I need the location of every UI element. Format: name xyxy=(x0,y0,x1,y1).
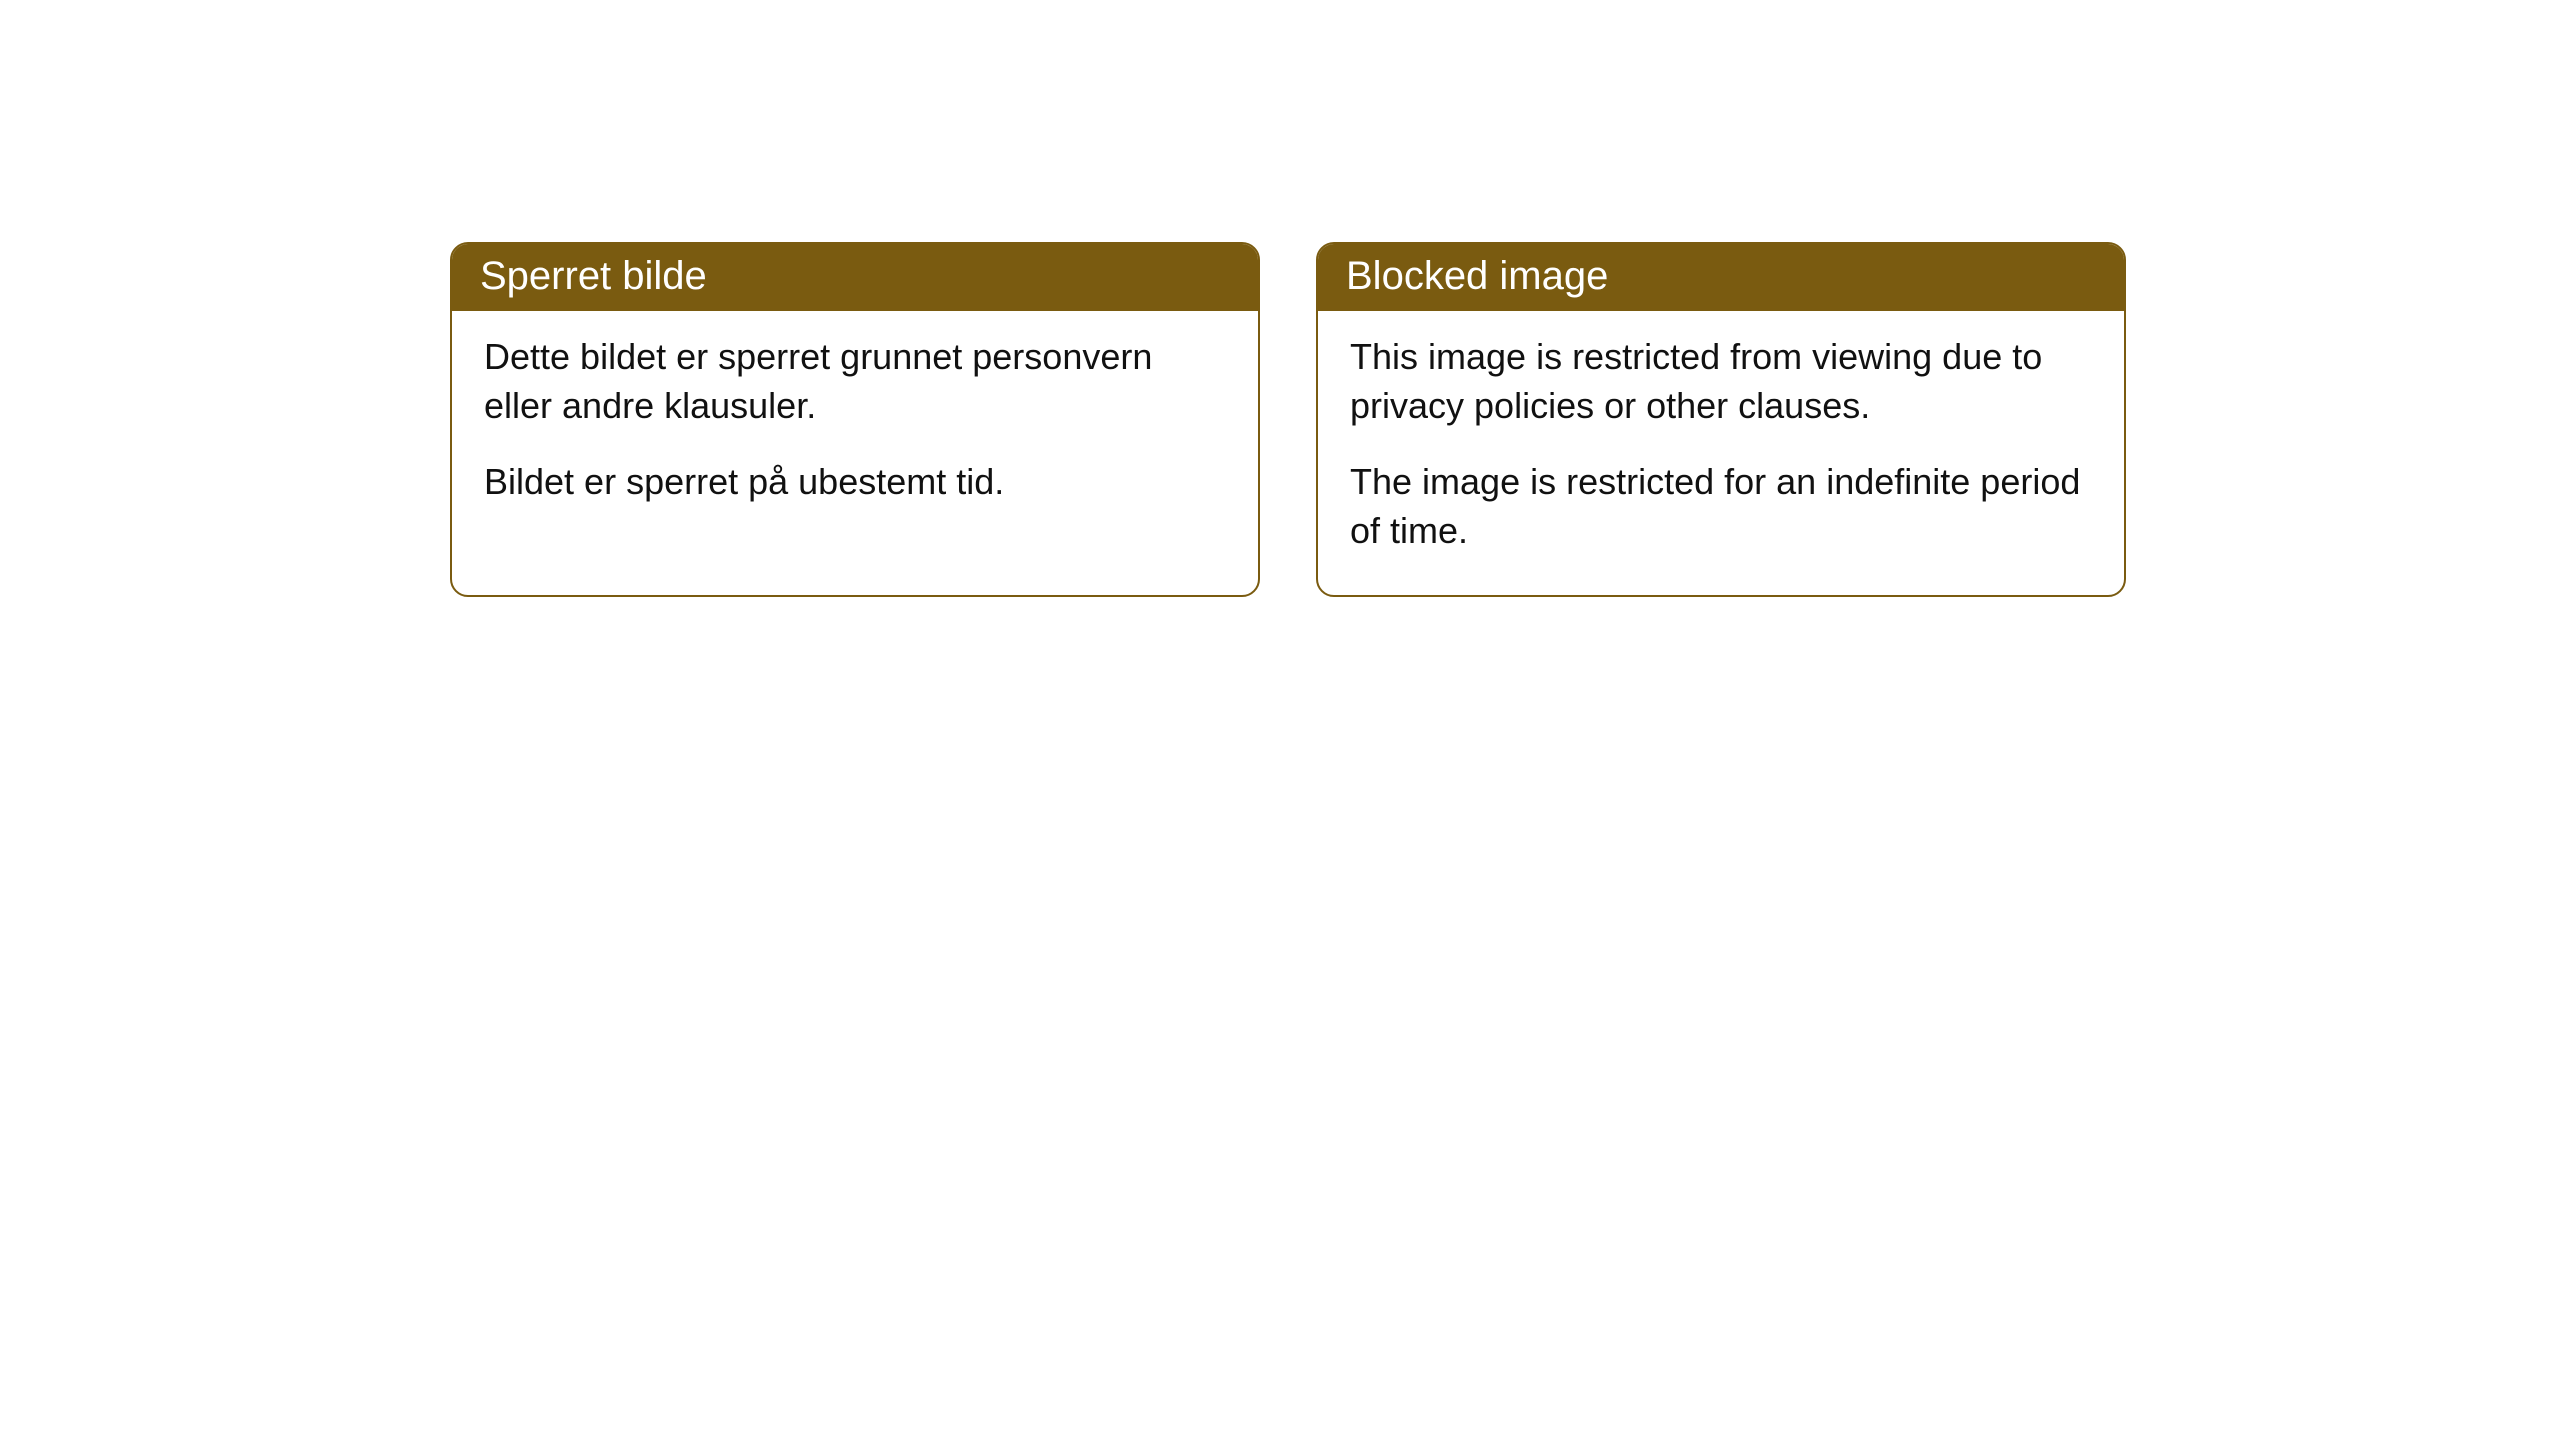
cards-container: Sperret bilde Dette bildet er sperret gr… xyxy=(450,242,2126,597)
card-header-english: Blocked image xyxy=(1318,244,2124,311)
card-english: Blocked image This image is restricted f… xyxy=(1316,242,2126,597)
card-header-norwegian: Sperret bilde xyxy=(452,244,1258,311)
card-body-norwegian: Dette bildet er sperret grunnet personve… xyxy=(452,311,1258,547)
card-paragraph-2: Bildet er sperret på ubestemt tid. xyxy=(484,458,1226,507)
card-paragraph-1: This image is restricted from viewing du… xyxy=(1350,333,2092,430)
card-paragraph-2: The image is restricted for an indefinit… xyxy=(1350,458,2092,555)
card-paragraph-1: Dette bildet er sperret grunnet personve… xyxy=(484,333,1226,430)
card-body-english: This image is restricted from viewing du… xyxy=(1318,311,2124,595)
card-norwegian: Sperret bilde Dette bildet er sperret gr… xyxy=(450,242,1260,597)
